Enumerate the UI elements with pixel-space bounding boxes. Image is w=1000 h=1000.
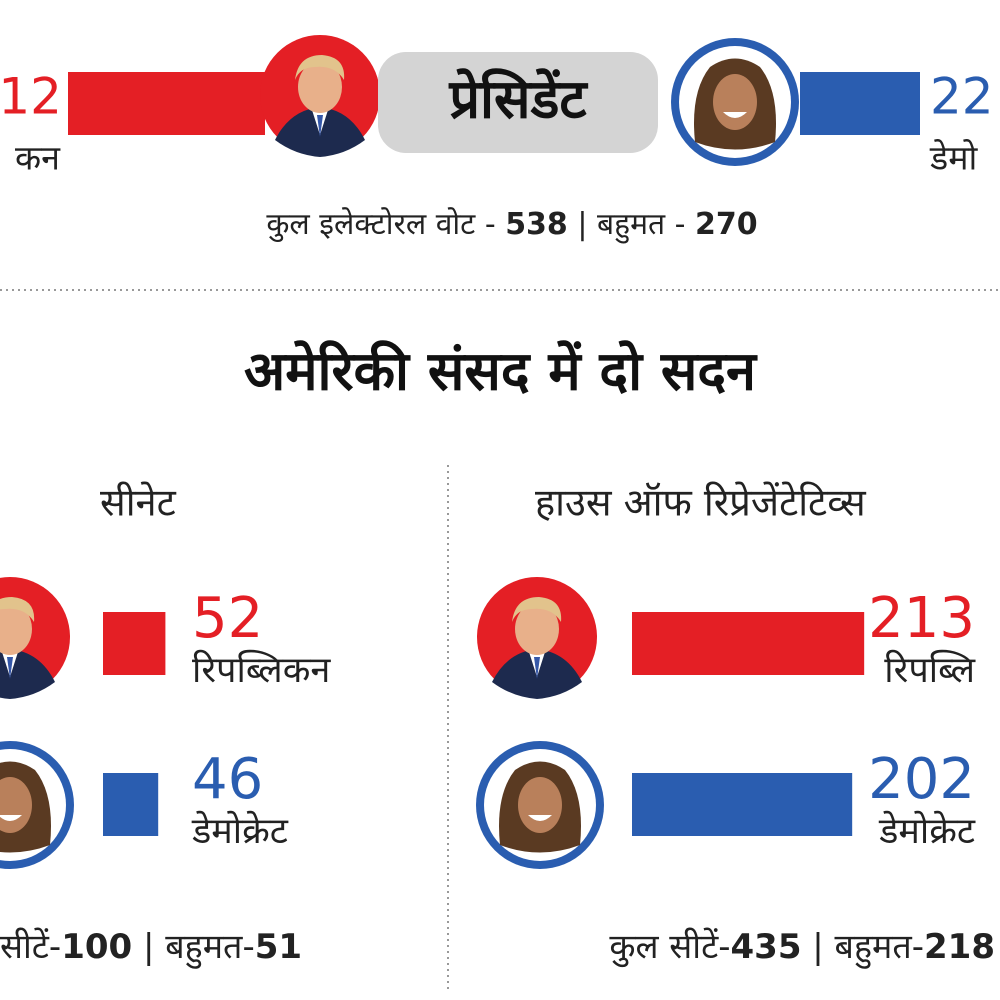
party-name: डेमोक्रेट bbox=[878, 810, 976, 852]
majority: 270 bbox=[695, 207, 758, 242]
label: कुल इलेक्टोरल वोट - bbox=[266, 207, 505, 243]
rep-bar bbox=[68, 72, 265, 135]
president-title: प्रेसिडेंट bbox=[448, 68, 588, 131]
sep: | bbox=[132, 927, 154, 967]
seat-value: 52 bbox=[192, 586, 263, 651]
seat-bar bbox=[632, 773, 853, 836]
rep-party: कन bbox=[15, 139, 61, 179]
seat-bar bbox=[632, 612, 865, 675]
seat-bar bbox=[103, 612, 166, 675]
total: 100 bbox=[61, 927, 132, 967]
sep: | bbox=[568, 207, 588, 242]
sep: | bbox=[801, 927, 823, 967]
dem-value: 22 bbox=[930, 68, 994, 126]
title-box bbox=[378, 52, 658, 153]
party-name: डेमोक्रेट bbox=[191, 810, 289, 852]
seat-bar bbox=[103, 773, 159, 836]
heading: अमेरिकी संसद में दो सदन bbox=[244, 340, 758, 403]
majority: 51 bbox=[255, 927, 302, 967]
label: बहुमत- bbox=[154, 927, 254, 969]
trump-photo bbox=[260, 35, 380, 157]
seat-value: 46 bbox=[192, 747, 263, 812]
total: 435 bbox=[731, 927, 802, 967]
label: बहुमत- bbox=[824, 927, 924, 969]
label: बहुमत - bbox=[587, 207, 695, 244]
dem-party: डेमो bbox=[929, 139, 979, 179]
president: प्रेसिडेंट 12 कन 22 डेमो कुल इलेक्टोरल व… bbox=[0, 35, 994, 244]
harris-photo bbox=[476, 741, 604, 869]
party-name: रिपब्लिकन bbox=[192, 649, 331, 691]
harris-photo bbox=[0, 741, 74, 869]
president-footer: कुल इलेक्टोरल वोट - 538 | बहुमत - 270 bbox=[266, 207, 757, 244]
panel-title: सीनेट bbox=[100, 481, 177, 525]
total: 538 bbox=[505, 207, 568, 242]
panel-footer: सीटें-100 | बहुमत-51 bbox=[0, 927, 302, 969]
label: सीटें- bbox=[0, 927, 61, 967]
trump-photo bbox=[0, 577, 70, 699]
majority: 218 bbox=[924, 927, 995, 967]
panel-footer: कुल सीटें-435 | बहुमत-218 bbox=[609, 927, 995, 969]
label: कुल सीटें- bbox=[609, 927, 730, 968]
dem-bar bbox=[800, 72, 920, 135]
rep-value: 12 bbox=[0, 68, 62, 126]
party-name: रिपब्लि bbox=[884, 649, 975, 691]
panel-title: हाउस ऑफ रिप्रेजेंटेटिव्स bbox=[535, 481, 867, 525]
seat-value: 213 bbox=[868, 586, 975, 651]
harris-photo bbox=[671, 38, 799, 166]
trump-photo bbox=[477, 577, 597, 699]
seat-value: 202 bbox=[868, 747, 975, 812]
